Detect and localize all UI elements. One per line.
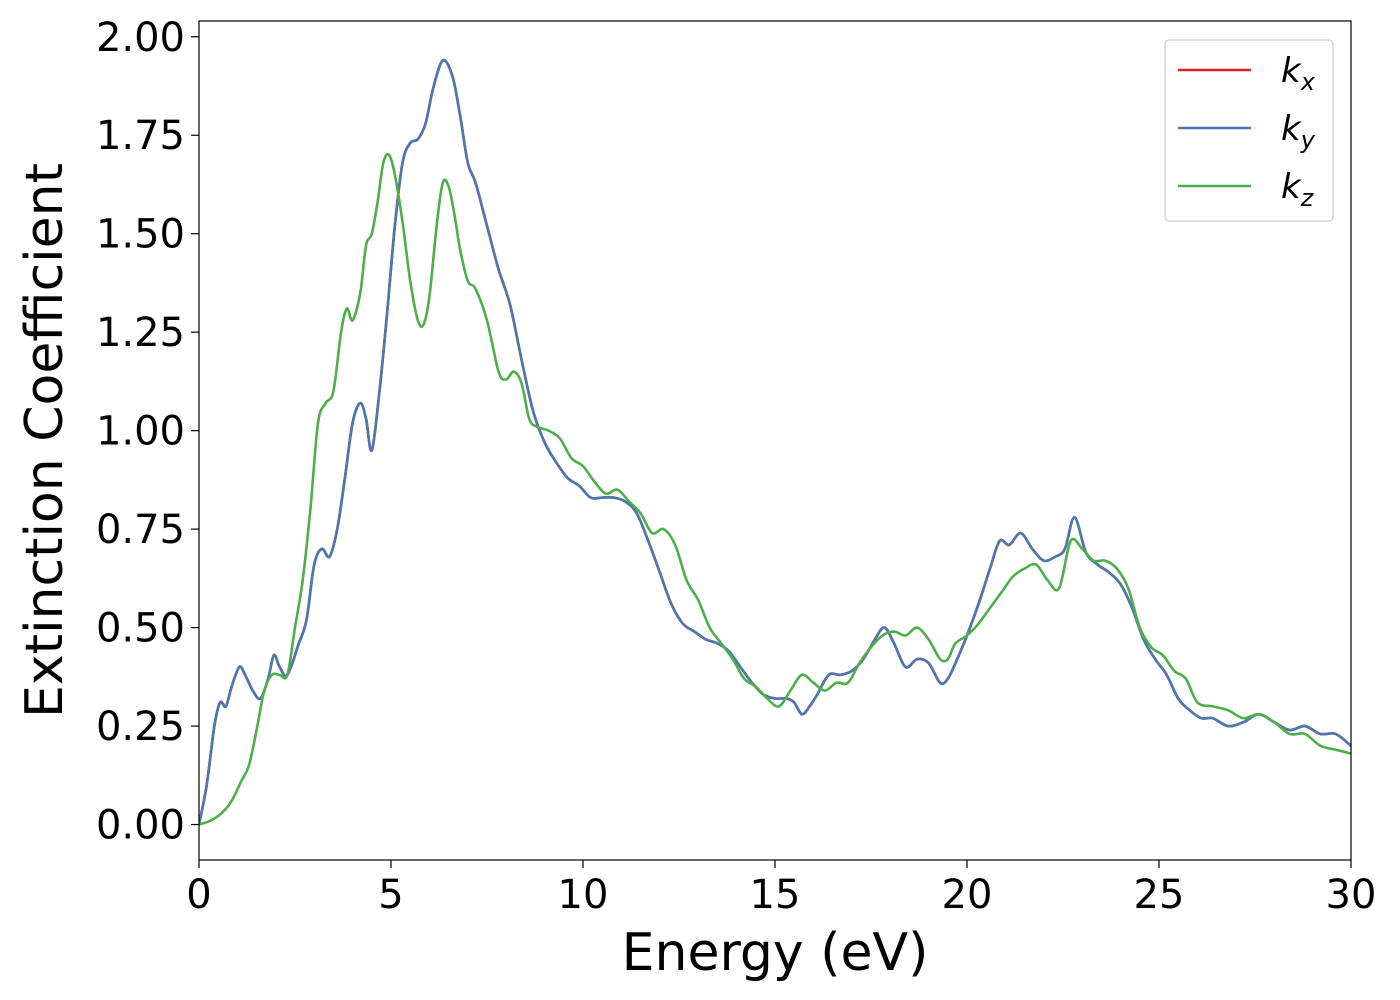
series-line-y bbox=[199, 58, 1351, 826]
plot-frame bbox=[198, 20, 1352, 861]
y-tick-label: 2.00 bbox=[96, 15, 185, 61]
legend-label-subscript: x bbox=[1300, 68, 1316, 96]
y-tick-label: 0.25 bbox=[96, 704, 185, 750]
series-line-z bbox=[199, 152, 1351, 826]
legend-label-x: kx bbox=[1281, 51, 1316, 96]
x-tick-label: 0 bbox=[186, 872, 211, 918]
x-tick-label: 10 bbox=[558, 872, 609, 918]
y-tick-label: 1.00 bbox=[96, 409, 185, 455]
x-tick-label: 20 bbox=[942, 872, 993, 918]
y-tick-label: 0.50 bbox=[96, 606, 185, 652]
y-tick-label: 1.25 bbox=[96, 310, 185, 356]
x-tick-label: 30 bbox=[1326, 872, 1377, 918]
y-tick-label: 1.75 bbox=[96, 113, 185, 159]
x-tick-label: 15 bbox=[750, 872, 801, 918]
legend-label-main: k bbox=[1281, 51, 1302, 91]
legend-label-main: k bbox=[1281, 109, 1302, 149]
lines-layer bbox=[199, 58, 1351, 826]
ticks-layer: 0 5 10 15 20 25 30 0.00 0.25 0.50 0.75 1.00 1.25 1.50… bbox=[96, 15, 1377, 918]
y-tick-label: 0.00 bbox=[96, 803, 185, 849]
legend-label-main: k bbox=[1281, 167, 1302, 207]
x-tick-label: 25 bbox=[1134, 872, 1185, 918]
legend-label-y: ky bbox=[1281, 109, 1316, 154]
legend-label-subscript: z bbox=[1300, 184, 1315, 212]
legend-label-subscript: y bbox=[1300, 126, 1316, 154]
y-tick-label: 0.75 bbox=[96, 507, 185, 553]
y-axis-title: Extinction Coefficient bbox=[15, 163, 75, 718]
y-tick-label: 1.50 bbox=[96, 212, 185, 258]
legend-box bbox=[1164, 39, 1334, 222]
x-tick-label: 5 bbox=[378, 872, 403, 918]
x-axis-title: Energy (eV) bbox=[622, 923, 929, 983]
legend-label-z: kz bbox=[1281, 167, 1315, 212]
